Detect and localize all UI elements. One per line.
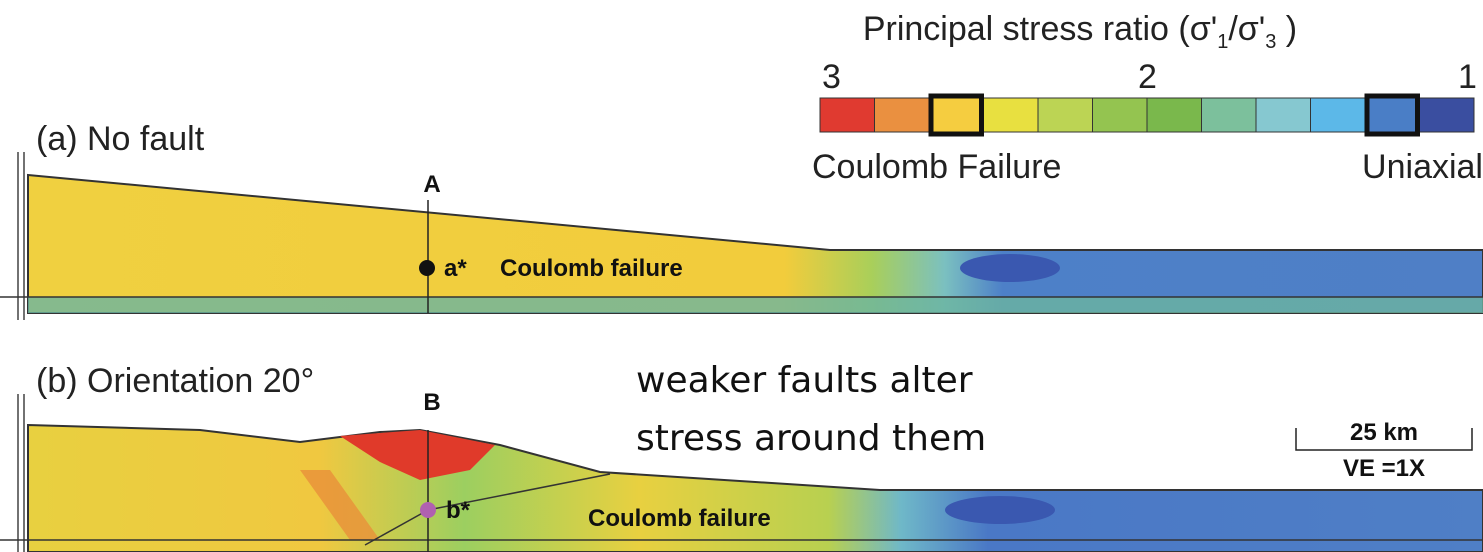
- marker-label: b*: [446, 497, 471, 524]
- point-label: A: [423, 171, 440, 198]
- colorbar-cell: [1255, 97, 1311, 133]
- zone-label: Coulomb failure: [500, 255, 683, 282]
- colorbar: [819, 93, 1475, 137]
- colorbar-cell: [874, 97, 930, 133]
- legend-tick: 3: [822, 58, 841, 96]
- point-label: B: [423, 389, 440, 416]
- colorbar-highlight: [1364, 93, 1420, 137]
- scale-exaggeration: VE =1X: [1343, 455, 1425, 482]
- annotation: stress around them: [636, 418, 986, 459]
- colorbar-cell: [1092, 97, 1148, 133]
- colorbar-cell: [1419, 97, 1475, 133]
- colorbar-cell: [1310, 97, 1366, 133]
- colorbar-cell: [1201, 97, 1257, 133]
- colorbar-cell: [928, 97, 984, 133]
- fault: [364, 509, 429, 546]
- legend-tick: 2: [1138, 58, 1157, 96]
- panel-label: (b) Orientation 20°: [36, 362, 314, 400]
- marker: [420, 502, 436, 518]
- colorbar-highlight: [928, 93, 984, 137]
- colorbar-cell: [819, 97, 875, 133]
- scale-distance: 25 km: [1350, 419, 1418, 446]
- colorbar-cell: [1364, 97, 1420, 133]
- panel-label: (a) No fault: [36, 120, 205, 158]
- base-layer: [28, 297, 1483, 313]
- high-stress-zone: [340, 430, 495, 480]
- marker: [419, 260, 435, 276]
- colorbar-cell: [1146, 97, 1202, 133]
- zone-label: Coulomb failure: [588, 505, 771, 532]
- legend-right-label: Uniaxial: [1362, 148, 1483, 186]
- colorbar-cell: [983, 97, 1039, 133]
- stress-band: [300, 470, 380, 540]
- low-zone: [960, 254, 1060, 282]
- marker-label: a*: [444, 255, 467, 282]
- legend-title: Principal stress ratio (σ'1/σ'3 ): [863, 10, 1297, 53]
- scale-bar: [1295, 428, 1473, 451]
- low-zone: [945, 496, 1055, 524]
- annotation: weaker faults alter: [636, 360, 973, 401]
- legend-left-label: Coulomb Failure: [812, 148, 1061, 186]
- colorbar-cell: [1037, 97, 1093, 133]
- fault: [427, 473, 611, 511]
- section-a: [27, 173, 1483, 314]
- legend-tick: 1: [1458, 58, 1477, 96]
